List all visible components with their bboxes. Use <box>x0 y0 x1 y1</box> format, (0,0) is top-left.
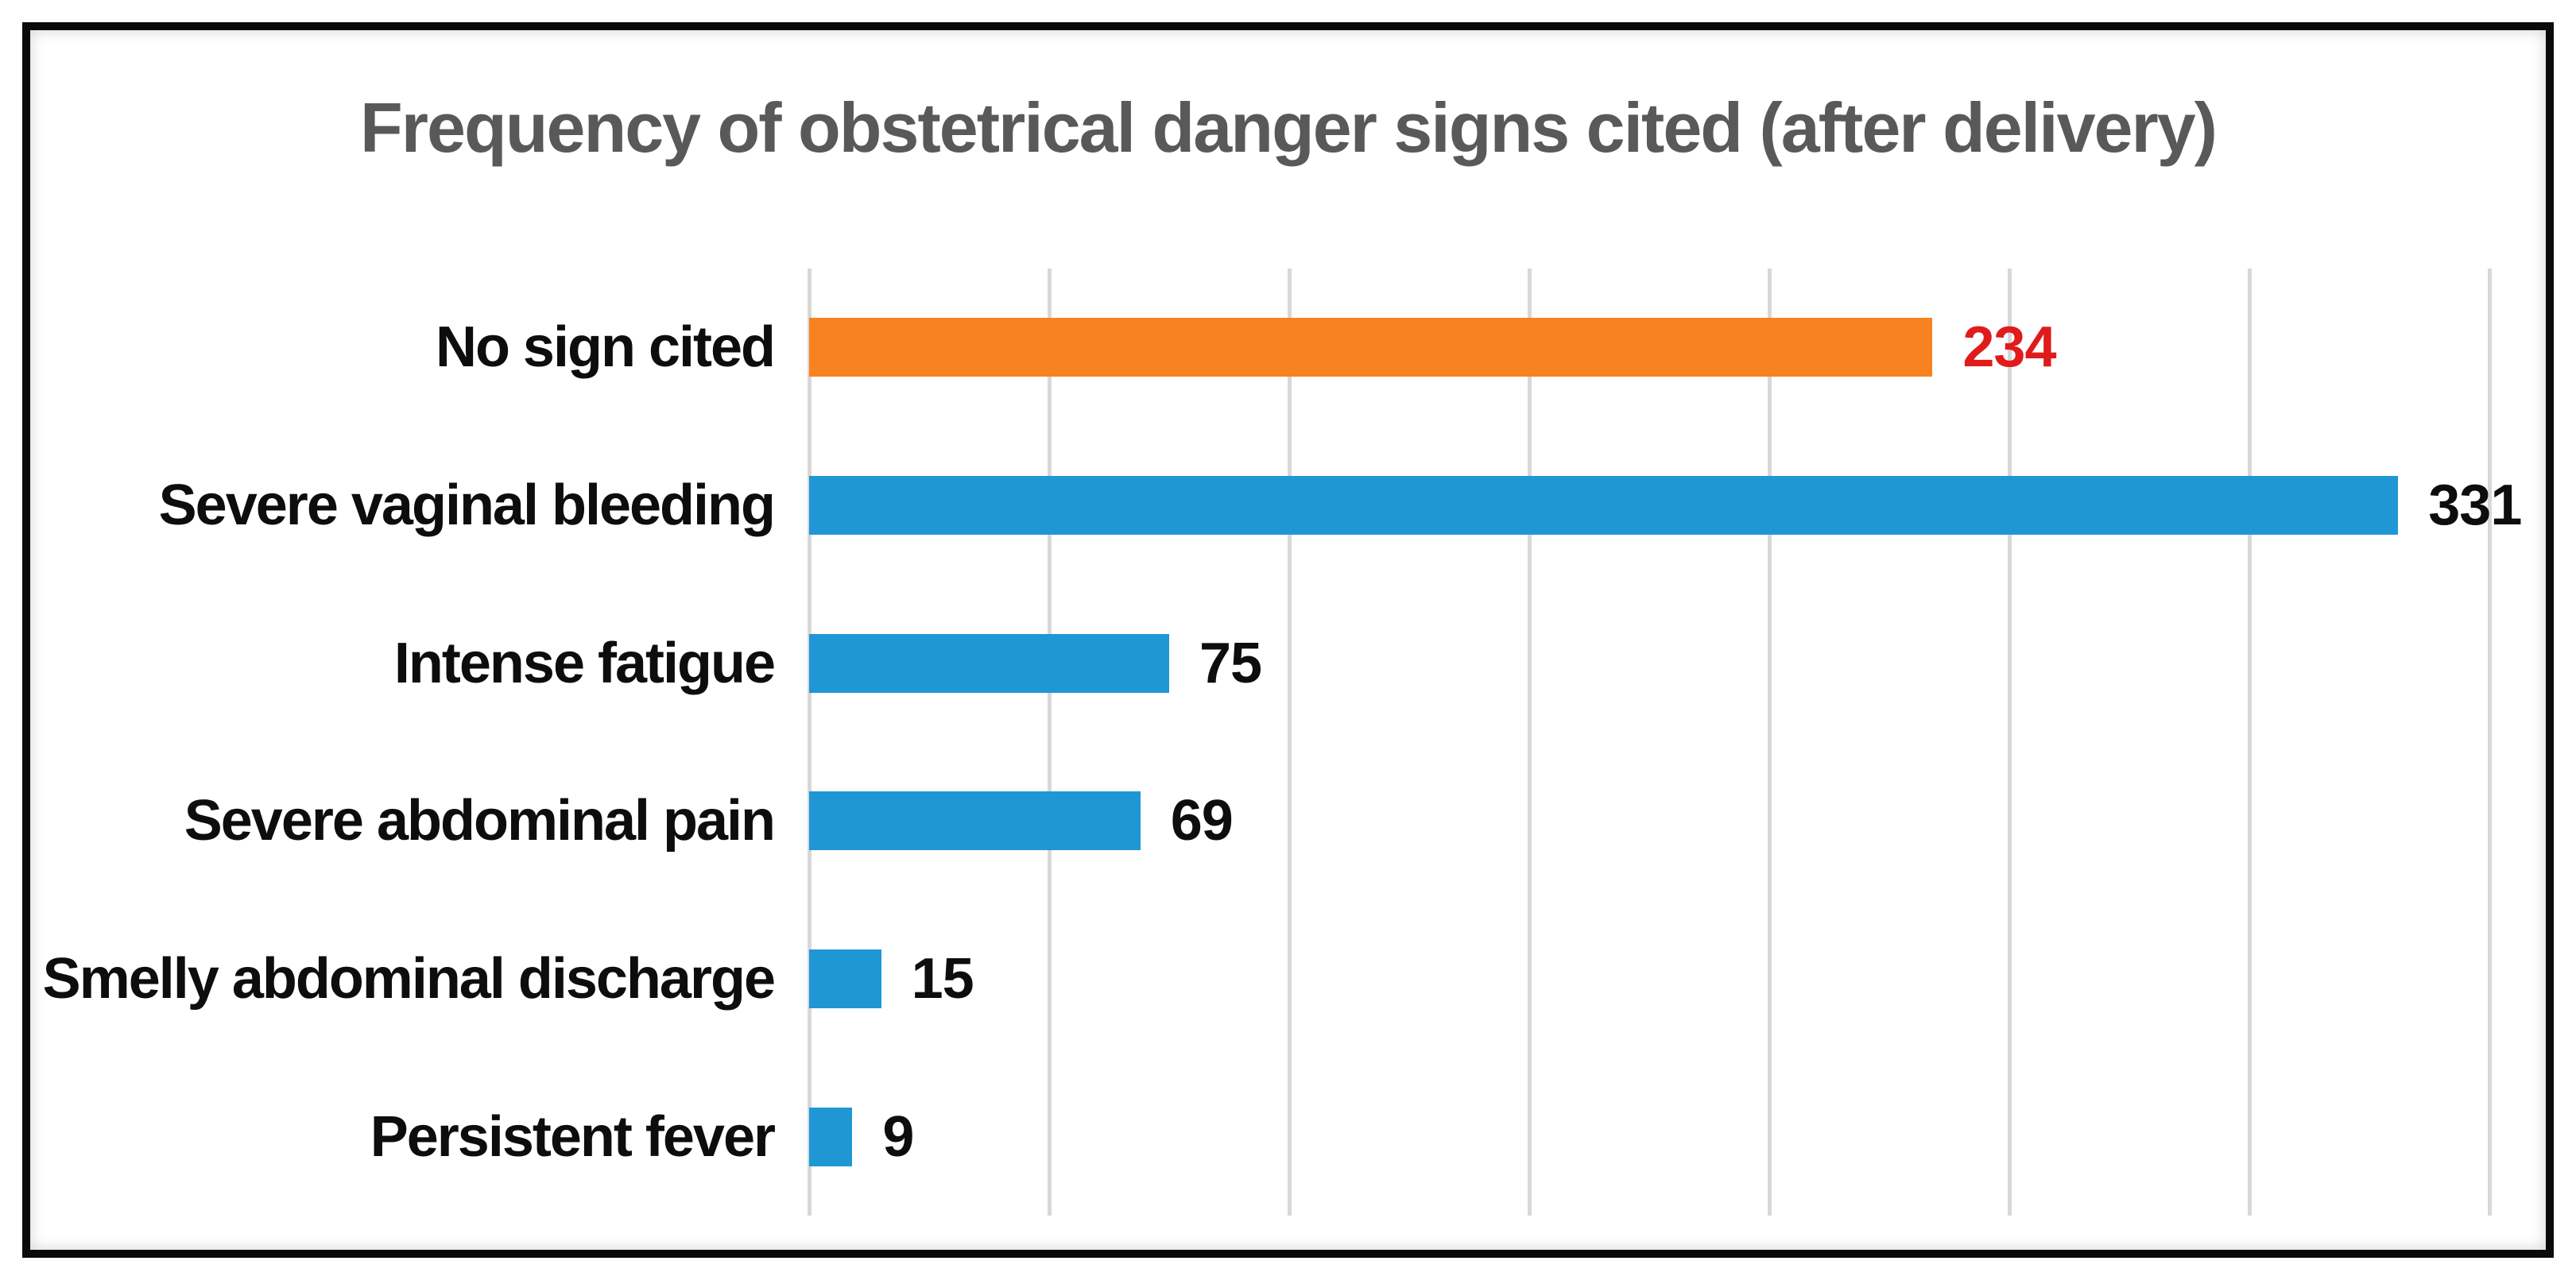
bar-row: 9 <box>809 1058 2489 1216</box>
bar <box>809 791 1141 851</box>
gridline <box>1048 269 1052 1216</box>
bar <box>809 949 881 1009</box>
chart-frame: Frequency of obstetrical danger signs ci… <box>22 22 2554 1258</box>
plot-area: 234 331 75 69 15 9 <box>808 269 2522 1216</box>
category-axis-labels: No sign cited Severe vaginal bleeding Inte… <box>30 269 809 1216</box>
gridline <box>808 269 812 1216</box>
category-label: Persistent fever <box>370 1104 776 1169</box>
category-label: No sign cited <box>435 315 776 380</box>
bar-row: 69 <box>809 742 2489 900</box>
gridline <box>2248 269 2252 1216</box>
category-label: Severe abdominal pain <box>184 789 776 853</box>
gridline <box>1528 269 1532 1216</box>
bar-rows: 234 331 75 69 15 9 <box>809 269 2522 1216</box>
bar-row: 331 <box>809 427 2522 585</box>
gridline <box>1288 269 1292 1216</box>
category-label: Intense fatigue <box>393 631 776 695</box>
bar-row: 75 <box>809 584 2489 742</box>
value-label: 75 <box>1199 631 1262 695</box>
bar-row: 15 <box>809 900 2489 1058</box>
bar <box>809 633 1169 693</box>
gridline <box>2008 269 2012 1216</box>
category-label: Severe vaginal bleeding <box>158 474 776 537</box>
chart-title: Frequency of obstetrical danger signs ci… <box>360 88 2218 167</box>
gridline <box>2488 269 2492 1216</box>
gridline <box>1768 269 1772 1216</box>
value-label: 234 <box>1962 315 2056 380</box>
category-label: Smelly abdominal discharge <box>42 947 776 1011</box>
bar <box>809 1107 853 1166</box>
value-label: 69 <box>1170 789 1234 853</box>
bar <box>809 318 1933 377</box>
value-label: 15 <box>911 947 974 1011</box>
bar <box>809 476 2399 535</box>
bar-row: 234 <box>809 269 2489 427</box>
value-label: 331 <box>2428 474 2522 537</box>
value-label: 9 <box>882 1104 914 1169</box>
